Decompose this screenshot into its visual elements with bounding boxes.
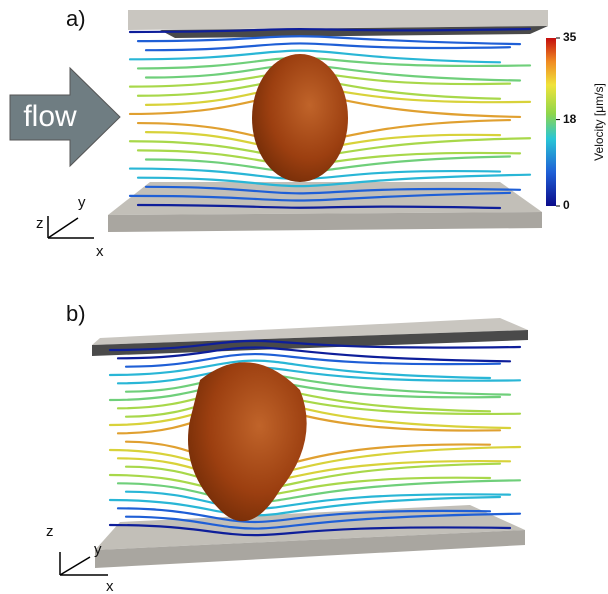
colorbar-tick-label: 0 [563,198,570,212]
flow-label: flow [23,100,77,133]
axis-label: y [78,194,86,211]
streamline [146,43,510,50]
streamline [110,380,500,400]
figure: a) flow z y x b) z y x [0,0,608,594]
colorbar-tick-label: 35 [563,30,577,44]
colorbar: Velocity [μm/s] 35 18 0 [546,30,606,212]
streamline [118,367,520,383]
cell [252,54,348,182]
axis-triad [48,216,94,238]
panel-label: b) [66,301,86,326]
axis-label: x [96,243,104,260]
streamline [126,464,500,489]
colorbar-tick-label: 18 [563,112,577,126]
panel-b: b) z y x [46,301,528,594]
axis-label: z [36,215,44,232]
axis-label: x [106,578,114,594]
panel-a: a) flow z y x [10,6,548,260]
colorbar-label: Velocity [μm/s] [592,83,606,161]
panel-label: a) [66,6,86,31]
bottom-plate-side [108,212,542,232]
y-axis [60,557,90,575]
y-axis [48,218,78,238]
axis-label: z [46,523,54,540]
colorbar-scale [546,38,556,206]
axis-label: y [94,541,102,558]
